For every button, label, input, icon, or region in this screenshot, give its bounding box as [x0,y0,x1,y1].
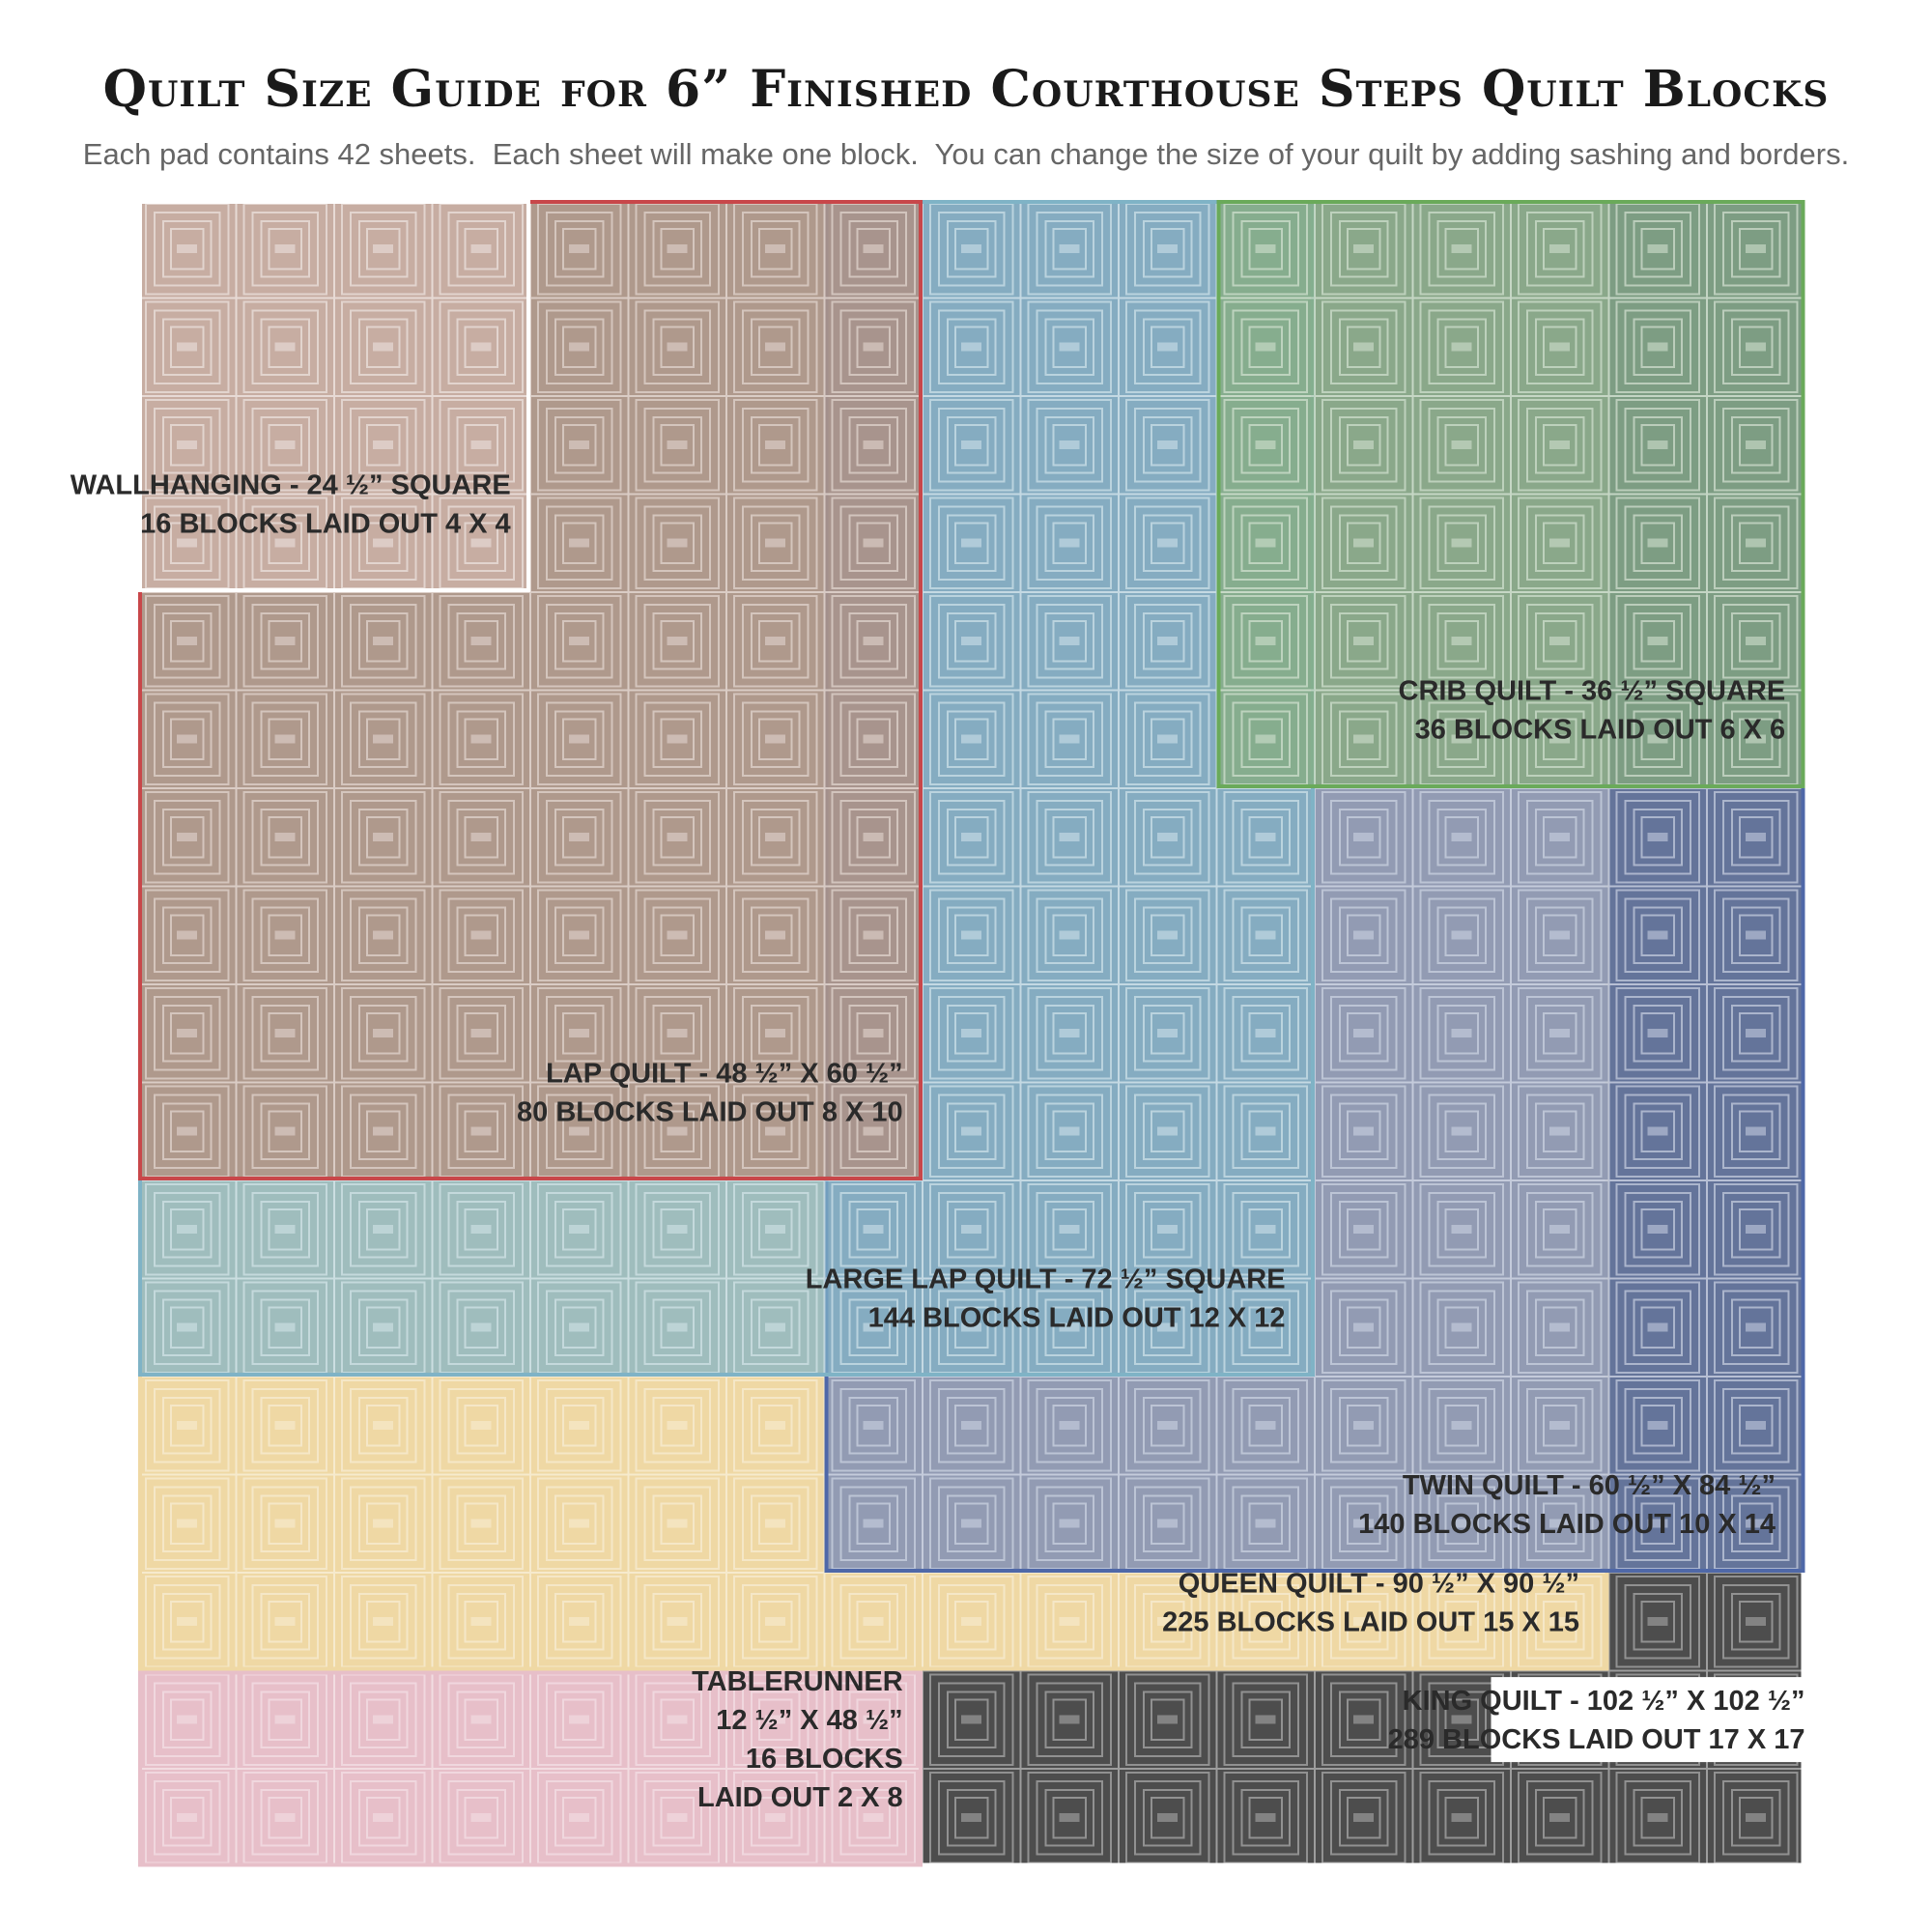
queen-label-line: 225 BLOCKS LAID OUT 15 X 15 [1162,1606,1579,1637]
wallhanging-label-line: 16 BLOCKS LAID OUT 4 X 4 [140,509,511,540]
quilt-region-crib [1216,200,1805,788]
quilt-region-tablerunner [138,1670,923,1867]
lap-label-line: 80 BLOCKS LAID OUT 8 X 10 [517,1097,903,1128]
tablerunner-label-line: TABLERUNNER [692,1666,903,1697]
quilt-region-wallhanging [138,200,530,592]
crib-label-line: 36 BLOCKS LAID OUT 6 X 6 [1415,715,1786,746]
lap-label-line: LAP QUILT - 48 ½” X 60 ½” [546,1059,903,1090]
king-label-line: KING QUILT - 102 ½” X 102 ½” [1403,1686,1805,1717]
queen-label-line: QUEEN QUILT - 90 ½” X 90 ½” [1179,1568,1579,1599]
king-label-line: 289 BLOCKS LAID OUT 17 X 17 [1388,1724,1805,1755]
twin-label-line: 140 BLOCKS LAID OUT 10 X 14 [1358,1509,1776,1540]
wallhanging-label-line: WALLHANGING - 24 ½” SQUARE [71,470,511,501]
twin-label-line: TWIN QUILT - 60 ½” X 84 ½” [1403,1470,1776,1501]
large-lap-label-line: 144 BLOCKS LAID OUT 12 X 12 [868,1303,1286,1334]
large-lap-label-line: LARGE LAP QUILT - 72 ½” SQUARE [806,1264,1286,1295]
page-subtitle: Each pad contains 42 sheets. Each sheet … [82,137,1850,171]
page-title: Quilt Size Guide for 6” Finished Courtho… [102,60,1830,119]
crib-label-line: CRIB QUILT - 36 ½” SQUARE [1399,676,1786,707]
tablerunner-label-line: LAID OUT 2 X 8 [697,1782,903,1813]
tablerunner-label-line: 16 BLOCKS [746,1744,903,1775]
tablerunner-label-line: 12 ½” X 48 ½” [716,1705,902,1736]
